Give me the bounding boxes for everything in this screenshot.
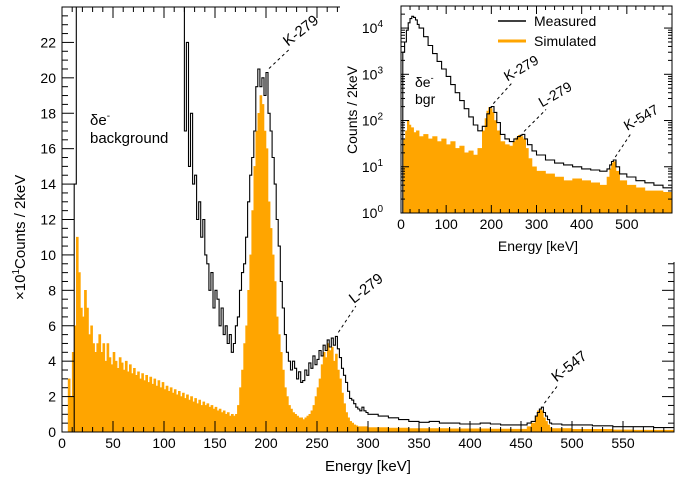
x-tick-label: 250 [305, 435, 329, 451]
y-tick-label: 16 [40, 141, 56, 157]
y-tick-label: 22 [40, 34, 56, 50]
simulated-histogram [62, 95, 674, 432]
inset-y-tick-label: 100 [362, 204, 384, 221]
background-label-text: background [90, 130, 168, 147]
peak-annotation: L-279 [346, 270, 387, 307]
annotation-leader [337, 305, 357, 333]
inset-x-tick-label: 100 [434, 216, 458, 232]
x-tick-label: 200 [254, 435, 278, 451]
y-tick-label: 6 [48, 318, 56, 334]
x-tick-label: 350 [407, 435, 431, 451]
y-tick-label: 20 [40, 70, 56, 86]
inset-x-tick-label: 500 [615, 216, 639, 232]
inset-background-label-symbol: δe- [415, 73, 434, 90]
inset-y-axis-label: Counts / 2keV [344, 65, 360, 154]
y-tick-label: 4 [48, 353, 56, 369]
inset-x-axis-label: Energy [keV] [498, 238, 578, 254]
x-tick-label: 50 [105, 435, 121, 451]
inset-measured-histogram [401, 15, 672, 213]
legend-label: Simulated [534, 33, 596, 49]
background-label-symbol: δe- [90, 111, 110, 129]
x-axis-label: Energy [keV] [325, 458, 411, 475]
y-tick-label: 0 [48, 424, 56, 440]
x-tick-label: 450 [509, 435, 533, 451]
inset-annotation-leader [492, 83, 512, 104]
inset-x-tick-label: 400 [570, 216, 594, 232]
inset-x-tick-label: 200 [480, 216, 504, 232]
annotation-leader [543, 384, 559, 404]
y-tick-label: 2 [48, 389, 56, 405]
x-tick-label: 500 [560, 435, 584, 451]
inset-y-tick-label: 101 [362, 158, 384, 175]
inset-plot: 0 100 200 300 400 500 100 101 102 103 104 Energy [k… [340, 0, 685, 262]
x-tick-label: 300 [356, 435, 380, 451]
inset-x-tick-label: 300 [525, 216, 549, 232]
peak-annotation: K-547 [548, 348, 590, 386]
measured-histogram [62, 7, 674, 432]
inset-background [340, 0, 685, 262]
y-tick-label: 14 [40, 176, 56, 192]
y-tick-label: 18 [40, 105, 56, 121]
x-tick-label: 100 [152, 435, 176, 451]
main-plot: 0 50 100 150 200 250 300 350 400 450 500 5500246810… [11, 6, 675, 475]
y-tick-label: 12 [40, 212, 56, 228]
legend-label: Measured [534, 13, 596, 29]
x-tick-label: 0 [58, 435, 66, 451]
x-tick-label: 150 [203, 435, 227, 451]
inset-y-tick-label: 103 [362, 65, 384, 82]
x-tick-label: 550 [611, 435, 635, 451]
inset-x-tick-label: 0 [397, 216, 405, 232]
x-tick-label: 400 [458, 435, 482, 451]
inset-y-tick-label: 102 [362, 112, 384, 129]
y-axis-label: ×101Counts / 2keV [11, 175, 29, 300]
inset-annotation-leader [523, 109, 547, 132]
peak-annotation: K-279 [280, 12, 322, 50]
inset-annotation-leader [614, 132, 632, 158]
y-tick-label: 10 [40, 247, 56, 263]
y-tick-label: 8 [48, 282, 56, 298]
inset-y-tick-label: 104 [362, 19, 384, 36]
inset-background-label-text: bgr [415, 91, 436, 107]
annotation-leader [268, 48, 291, 69]
